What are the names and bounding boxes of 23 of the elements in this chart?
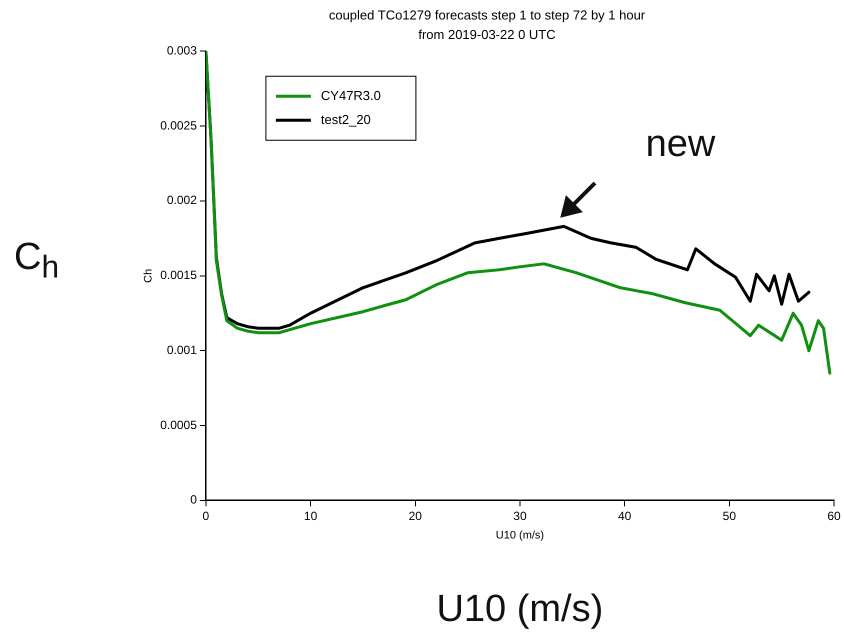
y-tick-label: 0.0005 — [160, 418, 198, 432]
text: U10 (m/s) — [436, 588, 604, 631]
y-tick-label: 0 — [190, 492, 198, 507]
y-tick-label: 0.003 — [166, 44, 198, 58]
x-tick-label: 60 — [827, 508, 841, 523]
x-tick-label: 10 — [304, 508, 318, 523]
y-tick-label: 0.0025 — [160, 118, 198, 132]
x-tick-label: 30 — [513, 508, 527, 523]
chart-subtitle: from 2019-03-22 0 UTC — [418, 26, 556, 42]
chart-title: coupled TCo1279 forecasts step 1 to step 72 by 1 hour — [328, 7, 646, 22]
x-tick-label: 50 — [722, 508, 736, 523]
y-tick-label: 0.001 — [166, 342, 198, 357]
y-axis-title: Ch — [142, 268, 155, 283]
legend-label: CY47R3.0 — [320, 88, 381, 103]
annotation: new — [646, 123, 716, 166]
y-tick-label: 0.002 — [166, 193, 198, 208]
x-axis-title: U10 (m/s) — [496, 529, 544, 542]
y-tick-label: 0.0015 — [160, 268, 198, 282]
legend-label: test2_20 — [320, 112, 371, 127]
text: C$_{h}$ — [14, 236, 60, 286]
x-tick-label: 20 — [408, 508, 422, 523]
x-tick-label: 0 — [202, 508, 210, 523]
x-tick-label: 40 — [618, 508, 632, 523]
